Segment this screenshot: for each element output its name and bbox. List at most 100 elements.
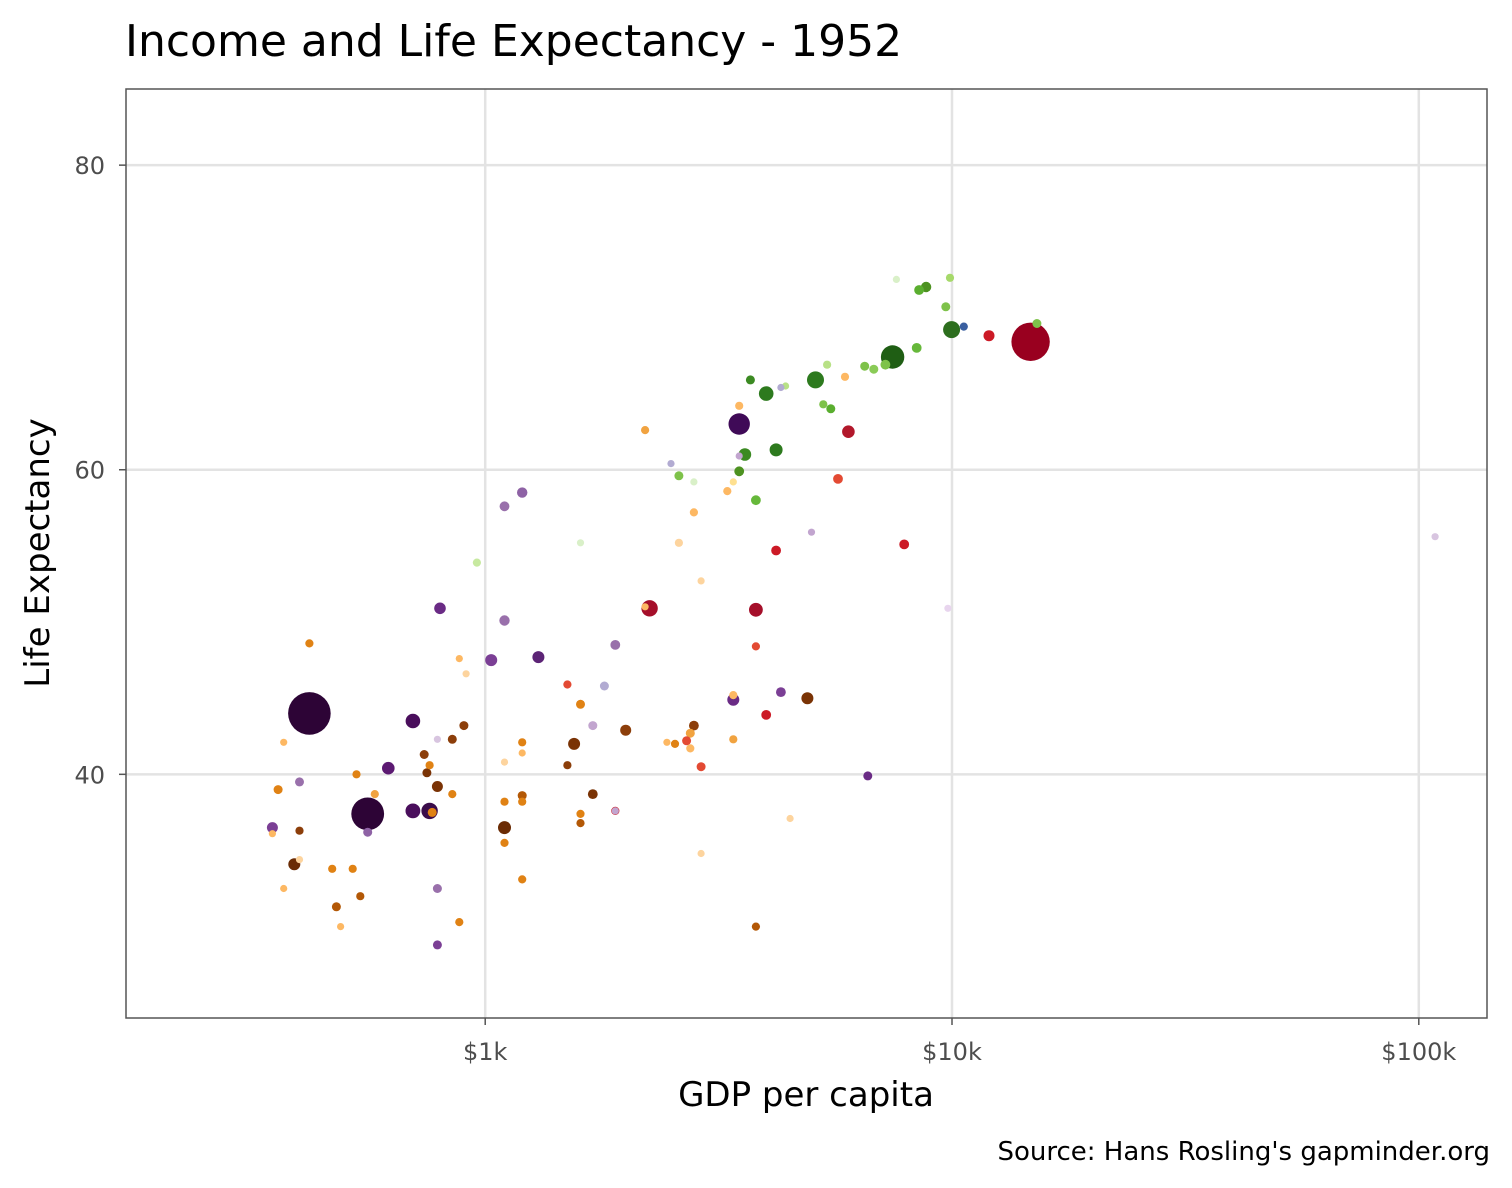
data-point-104 [295,826,304,835]
data-point-92 [518,797,527,806]
data-point-5 [943,321,961,339]
data-point-95 [576,819,585,828]
data-point-125 [518,749,526,757]
data-point-19 [532,651,545,664]
data-point-65 [427,807,437,817]
x-tick-label-2: $100k [1381,1038,1456,1066]
data-point-49 [860,361,870,371]
data-point-76 [819,400,828,409]
data-point-101 [448,790,457,799]
data-point-0 [288,692,331,735]
data-point-26 [620,724,632,736]
data-point-124 [663,738,671,746]
data-point-14 [498,821,511,835]
data-point-121 [641,603,649,611]
data-point-37 [833,474,843,484]
data-point-52 [674,471,684,481]
data-point-131 [268,830,276,838]
data-point-130 [433,735,441,743]
data-point-1 [1011,322,1050,361]
data-point-91 [563,761,572,770]
source-caption: Source: Hans Rosling's gapminder.org [997,1137,1490,1167]
data-point-60 [863,771,873,781]
data-point-21 [801,692,814,705]
data-point-67 [295,777,304,787]
data-point-31 [499,615,510,626]
data-point-113 [729,478,737,486]
data-point-34 [880,359,891,370]
data-point-54 [576,699,585,709]
data-point-116 [697,577,705,585]
data-point-51 [745,375,755,385]
data-point-112 [735,452,743,460]
data-point-18 [485,654,498,667]
data-point-44 [689,720,699,731]
plot-panel-border [125,88,1488,1019]
data-point-77 [735,401,744,410]
data-point-128 [786,814,794,823]
data-point-85 [563,680,572,689]
data-point-127 [611,807,619,815]
data-point-59 [517,791,527,801]
data-point-6 [807,371,824,389]
data-point-27 [431,781,443,792]
data-point-105 [328,864,337,873]
data-point-82 [472,558,481,567]
data-point-135 [280,738,288,746]
data-point-11 [405,713,421,729]
data-point-30 [517,487,528,498]
data-point-89 [729,735,738,744]
data-point-118 [807,528,816,536]
data-point-22 [568,737,581,750]
y-tick-label-1: 60 [74,457,105,485]
data-point-87 [686,744,695,753]
data-point-90 [518,738,527,747]
data-point-107 [356,892,365,901]
data-point-102 [370,790,379,799]
y-tick-label-0: 40 [74,761,105,789]
data-point-109 [892,275,901,283]
data-point-16 [842,425,855,439]
data-point-78 [723,487,732,496]
data-point-115 [667,460,675,468]
x-tick-label-0: $1k [463,1038,508,1066]
data-point-62 [447,734,457,744]
data-point-53 [599,681,609,691]
data-point-2 [351,797,385,831]
data-point-9 [405,803,421,819]
data-point-24 [434,602,446,615]
data-point-134 [280,884,288,893]
data-point-45 [587,789,598,799]
data-point-129 [697,849,705,858]
data-point-103 [352,770,361,779]
data-point-32 [914,285,924,295]
data-point-70 [432,884,442,893]
data-point-10 [758,386,774,401]
data-point-132 [295,856,304,864]
data-point-66 [363,827,373,837]
data-point-84 [305,639,314,648]
data-point-86 [729,691,738,700]
data-point-64 [422,768,432,778]
data-point-106 [348,864,357,873]
data-point-74 [840,372,850,381]
y-tick-label-2: 80 [74,152,105,180]
data-point-119 [944,604,952,612]
data-point-35 [734,466,745,477]
data-point-99 [751,922,761,931]
data-point-69 [331,902,341,912]
x-axis-ticks: $1k $10k $100k [463,1018,1456,1066]
data-point-126 [500,758,509,766]
data-point-93 [500,797,509,806]
data-point-56 [685,728,695,738]
chart-title: Income and Life Expectancy - 1952 [125,16,902,67]
x-tick-label-1: $10k [922,1038,982,1066]
data-point-120 [1431,533,1439,541]
data-point-12 [749,602,763,617]
data-point-17 [382,761,395,775]
data-point-83 [751,642,761,651]
data-point-111 [777,383,785,392]
data-point-46 [1032,319,1042,328]
data-point-57 [682,736,692,746]
